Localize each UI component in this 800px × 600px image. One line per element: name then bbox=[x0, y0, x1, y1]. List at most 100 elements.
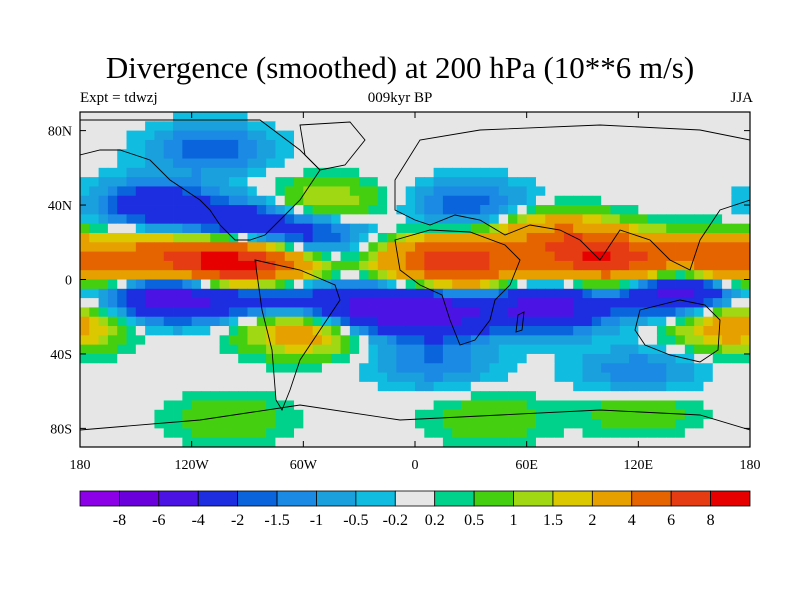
field-cell bbox=[703, 288, 714, 299]
field-cell bbox=[526, 158, 537, 169]
field-cell bbox=[415, 167, 425, 178]
field-cell bbox=[619, 409, 630, 420]
field-cell bbox=[666, 223, 676, 234]
field-cell bbox=[154, 260, 165, 271]
field-cell bbox=[312, 381, 323, 392]
field-cell bbox=[517, 437, 528, 447]
field-cell bbox=[535, 391, 546, 401]
field-cell bbox=[470, 232, 481, 243]
field-cell bbox=[173, 279, 183, 290]
field-cell bbox=[340, 409, 351, 420]
field-cell bbox=[694, 223, 704, 234]
field-cell bbox=[647, 372, 658, 383]
field-cell bbox=[210, 130, 220, 141]
field-cell bbox=[629, 344, 639, 355]
field-cell bbox=[591, 177, 602, 187]
field-cell bbox=[629, 409, 639, 420]
field-cell bbox=[228, 177, 239, 187]
field-cell bbox=[415, 381, 425, 392]
field-cell bbox=[554, 372, 565, 383]
field-cell bbox=[675, 335, 686, 346]
field-cell bbox=[163, 167, 174, 178]
field-cell bbox=[666, 158, 676, 169]
field-cell bbox=[526, 139, 537, 150]
field-cell bbox=[107, 270, 118, 280]
field-cell bbox=[135, 223, 146, 234]
experiment-label: Expt = tdwzj bbox=[80, 90, 158, 106]
field-cell bbox=[619, 158, 630, 169]
field-cell bbox=[461, 242, 472, 252]
field-cell bbox=[591, 195, 602, 206]
coastline-africa bbox=[394, 229, 521, 346]
field-cell bbox=[387, 353, 397, 364]
field-cell bbox=[173, 177, 183, 187]
field-cell bbox=[498, 400, 509, 411]
field-cell bbox=[377, 270, 388, 280]
field-cell bbox=[526, 335, 537, 346]
field-cell bbox=[405, 335, 416, 346]
field-cell bbox=[228, 279, 239, 290]
field-cell bbox=[182, 372, 193, 383]
field-cell bbox=[135, 419, 146, 429]
field-cell bbox=[675, 409, 686, 420]
field-cell bbox=[321, 214, 332, 225]
field-cell bbox=[442, 186, 453, 197]
field-cell bbox=[591, 409, 602, 420]
field-cell bbox=[508, 391, 518, 401]
field-cell bbox=[731, 195, 742, 206]
field-cell bbox=[415, 251, 425, 262]
field-cell bbox=[284, 214, 295, 225]
field-cell bbox=[266, 400, 276, 411]
field-cell bbox=[200, 242, 211, 252]
field-cell bbox=[396, 130, 407, 141]
field-cell bbox=[256, 186, 267, 197]
field-cell bbox=[433, 167, 444, 178]
field-cell bbox=[312, 335, 323, 346]
field-cell bbox=[442, 279, 453, 290]
field-cell bbox=[582, 214, 593, 225]
colorbar-swatch bbox=[355, 490, 396, 507]
field-cell bbox=[461, 149, 472, 159]
field-cell bbox=[610, 409, 621, 420]
field-cell bbox=[405, 195, 416, 206]
field-cell bbox=[266, 270, 276, 280]
field-cell bbox=[535, 251, 546, 262]
field-cell bbox=[526, 260, 537, 271]
field-cell bbox=[331, 158, 341, 169]
field-cell bbox=[610, 205, 621, 215]
field-cell bbox=[480, 307, 490, 318]
field-cell bbox=[703, 149, 714, 159]
field-cell bbox=[545, 437, 555, 447]
field-cell bbox=[526, 167, 537, 178]
field-cell bbox=[228, 130, 239, 141]
field-cell bbox=[80, 186, 90, 197]
field-cell bbox=[461, 270, 472, 280]
field-cell bbox=[303, 149, 314, 159]
field-cell bbox=[219, 353, 230, 364]
field-cell bbox=[573, 214, 583, 225]
field-cell bbox=[573, 149, 583, 159]
field-cell bbox=[321, 186, 332, 197]
field-cell bbox=[173, 130, 183, 141]
field-cell bbox=[349, 167, 360, 178]
field-cell bbox=[238, 251, 248, 262]
field-cell bbox=[601, 372, 611, 383]
field-cell bbox=[442, 232, 453, 243]
field-cell bbox=[135, 326, 146, 336]
field-cell bbox=[647, 251, 658, 262]
field-cell bbox=[508, 251, 518, 262]
field-cell bbox=[238, 139, 248, 150]
field-cell bbox=[563, 409, 574, 420]
field-cell bbox=[396, 316, 407, 327]
field-cell bbox=[210, 186, 220, 197]
field-cell bbox=[173, 242, 183, 252]
field-cell bbox=[284, 288, 295, 299]
field-cell bbox=[405, 214, 416, 225]
field-cell bbox=[303, 279, 314, 290]
field-cell bbox=[731, 260, 742, 271]
field-cell bbox=[694, 149, 704, 159]
field-cell bbox=[591, 344, 602, 355]
field-cell bbox=[349, 270, 360, 280]
field-cell bbox=[182, 316, 193, 327]
field-cell bbox=[107, 335, 118, 346]
